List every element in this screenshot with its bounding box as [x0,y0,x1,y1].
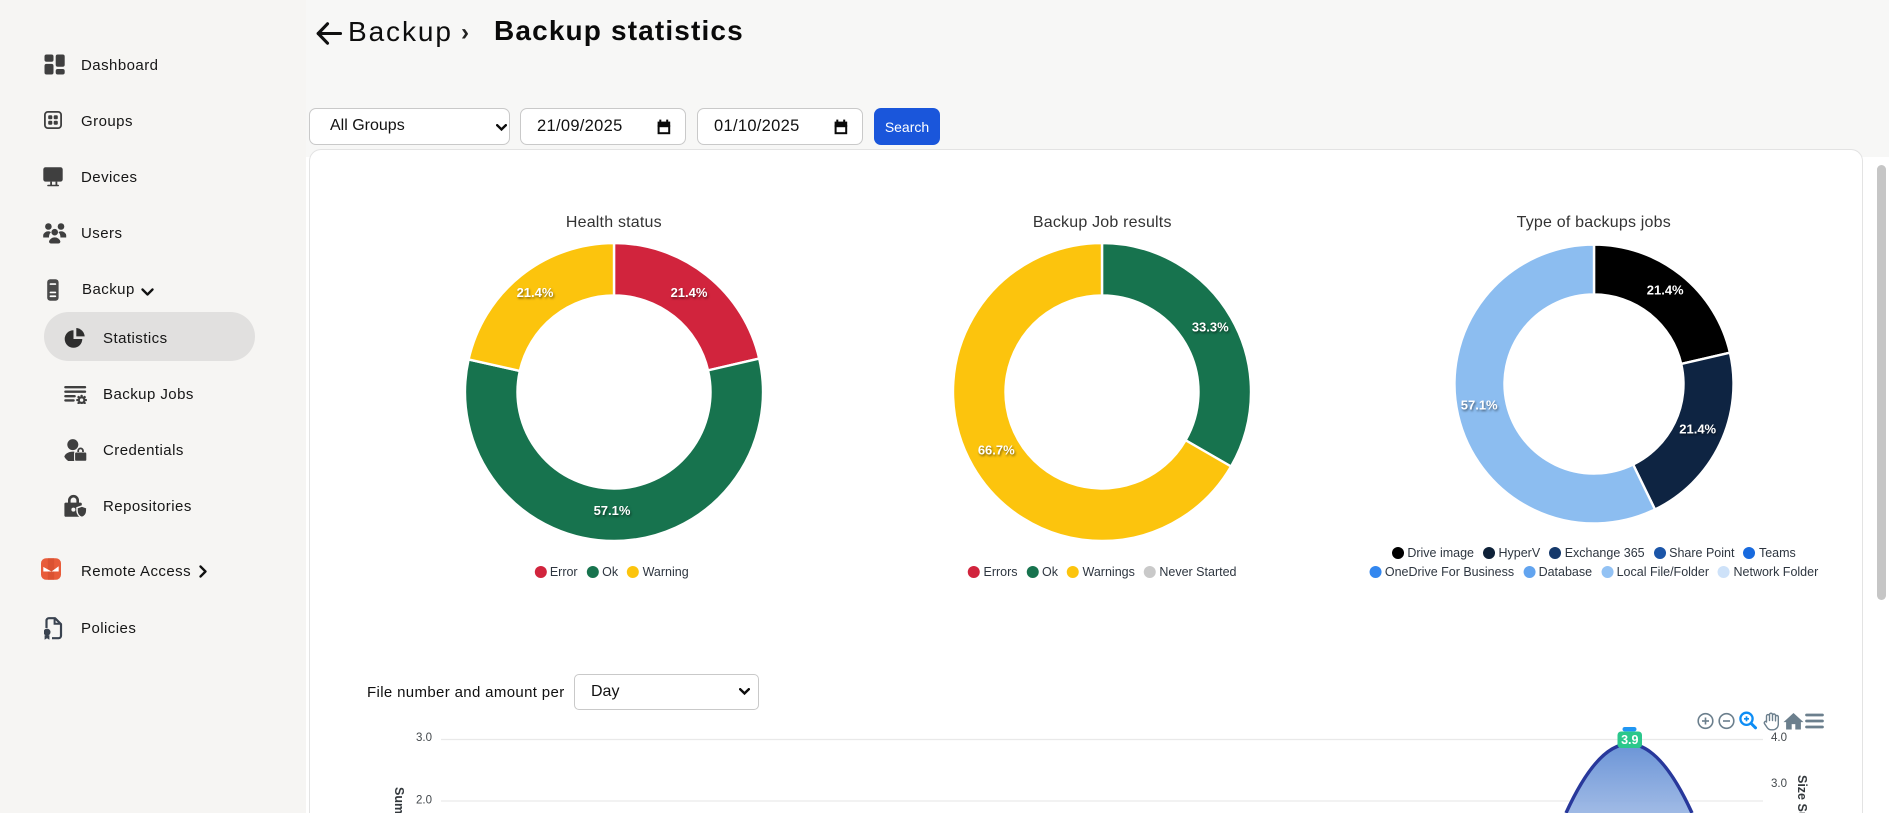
svg-text:4.0: 4.0 [1771,732,1787,744]
svg-text:3.0: 3.0 [416,732,432,744]
svg-text:3.0: 3.0 [1771,778,1787,790]
svg-text:21.4%: 21.4% [1679,421,1716,436]
svg-text:57.1%: 57.1% [1461,397,1498,412]
svg-text:21.4%: 21.4% [1647,282,1684,297]
svg-text:21.4%: 21.4% [516,285,553,300]
svg-text:66.7%: 66.7% [978,442,1015,457]
svg-text:Size Sum: Size Sum [1795,775,1809,813]
svg-text:3.9: 3.9 [1621,733,1638,747]
svg-text:Sum: Sum [392,787,406,813]
svg-text:33.3%: 33.3% [1192,319,1229,334]
svg-text:21.4%: 21.4% [670,285,707,300]
svg-text:57.1%: 57.1% [593,503,630,518]
svg-text:2.0: 2.0 [416,795,432,807]
